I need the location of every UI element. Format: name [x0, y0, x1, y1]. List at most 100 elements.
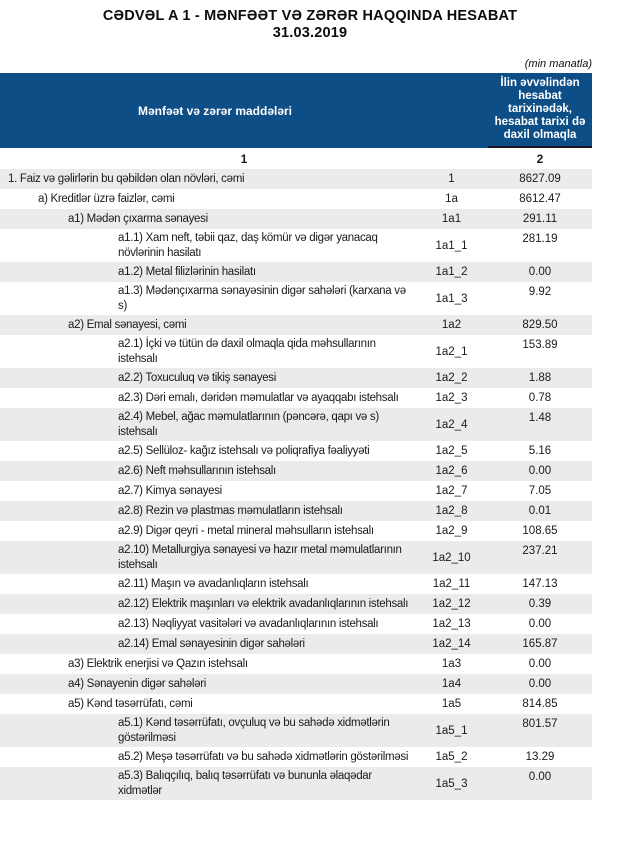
row-label: a) Kreditlər üzrə faizlər, cəmi [38, 192, 175, 205]
row-code: 1a2_10 [432, 551, 471, 564]
row-code: 1 [448, 173, 455, 185]
table-row: a2.8) Rezin və plastmas məmulatların ist… [0, 501, 592, 521]
report-title-line1: CƏDVƏL A 1 - MƏNFƏƏT VƏ ZƏRƏR HAQQINDA H… [102, 8, 518, 24]
table-row: a2.11) Maşın və avadanlıqların istehsalı… [0, 574, 592, 594]
row-code: 1a2_5 [435, 445, 468, 457]
row-label: a2.5) Sellüloz- kağız istehsalı və poliq… [118, 444, 370, 457]
table-row: a5.3) Balıqçılıq, balıq təsərrüfatı və b… [0, 767, 592, 800]
header-value-column: İlin əvvəlindən hesabat tarixinədək, hes… [488, 73, 592, 148]
table-row: a2.1) İçki və tütün də daxil olmaqla qid… [0, 335, 592, 368]
row-code: 1a4 [441, 678, 462, 690]
row-value: 1.48 [528, 412, 552, 424]
row-label: a2.10) Metallurgiya sənayesi və hazır me… [118, 544, 402, 571]
row-value: 291.11 [522, 213, 558, 225]
row-code: 1a2_13 [432, 618, 471, 630]
row-code: 1a3 [441, 658, 462, 670]
table-row: a2.10) Metallurgiya sənayesi və hazır me… [0, 541, 592, 574]
column-number-2: 2 [536, 151, 544, 166]
table-row: a2.14) Emal sənayesinin digər sahələri 1a… [0, 634, 592, 654]
row-code: 1a5_1 [435, 724, 468, 737]
report-page: CƏDVƏL A 1 - MƏNFƏƏT VƏ ZƏRƏR HAQQINDA H… [0, 0, 620, 800]
row-value: 147.13 [522, 578, 558, 590]
row-code: 1a2_8 [435, 505, 468, 517]
row-label: a2) Emal sənayesi, cəmi [68, 318, 187, 331]
row-label: a2.12) Elektrik maşınları və elektrik av… [118, 597, 409, 610]
row-code: 1a2_9 [435, 525, 468, 537]
row-label: a5.1) Kənd təsərrüfatı, ovçuluq və bu sa… [118, 717, 390, 744]
row-code: 1a2_4 [435, 418, 468, 431]
row-value: 0.00 [528, 658, 552, 670]
table-row: a2) Emal sənayesi, cəmi 1a2 829.50 [0, 315, 592, 335]
table-header-row: Mənfəət və zərər maddələri İlin əvvəlind… [0, 73, 592, 148]
row-label: a1.1) Xam neft, təbii qaz, daş kömür və … [118, 232, 378, 259]
row-value: 829.50 [522, 319, 558, 331]
row-label: a2.4) Mebel, ağac məmulatlarının (pəncər… [118, 411, 379, 438]
row-label: a2.3) Dəri emalı, dəridən məmulatlar və … [118, 391, 399, 404]
row-value: 0.01 [528, 505, 552, 517]
row-label: a5) Kənd təsərrüfatı, cəmi [68, 697, 193, 710]
table-row: a4) Sənayenin digər sahələri 1a4 0.00 [0, 674, 592, 694]
profit-loss-table: Mənfəət və zərər maddələri İlin əvvəlind… [0, 73, 592, 800]
row-code: 1a2_6 [435, 465, 468, 477]
table-row: a2.4) Mebel, ağac məmulatlarının (pəncər… [0, 408, 592, 441]
table-row: a3) Elektrik enerjisi və Qazın istehsalı… [0, 654, 592, 674]
row-value: 5.16 [528, 445, 552, 457]
table-row: a) Kreditlər üzrə faizlər, cəmi 1a 8612.47 [0, 189, 592, 209]
row-label: a4) Sənayenin digər sahələri [68, 677, 207, 690]
table-row: a1) Mədən çıxarma sənayesi 1a1 291.11 [0, 209, 592, 229]
row-label: a2.6) Neft məhsullarının istehsalı [118, 464, 276, 477]
table-row: a2.3) Dəri emalı, dəridən məmulatlar və … [0, 388, 592, 408]
table-row: a1.3) Mədənçıxarma sənayəsinin digər sah… [0, 282, 592, 315]
header-items-column: Mənfəət və zərər maddələri [137, 103, 293, 118]
row-code: 1a1_2 [435, 266, 468, 278]
row-label: 1. Faiz və gəlirlərin bu qəbildən olan n… [8, 172, 245, 185]
table-row: a2.12) Elektrik maşınları və elektrik av… [0, 594, 592, 614]
row-code: 1a5_2 [435, 751, 468, 763]
row-label: a5.3) Balıqçılıq, balıq təsərrüfatı və b… [118, 770, 372, 797]
row-code: 1a2_11 [432, 578, 471, 590]
row-value: 0.00 [528, 678, 552, 690]
table-body: 1. Faiz və gəlirlərin bu qəbildən olan n… [0, 169, 592, 800]
table-row: a1.1) Xam neft, təbii qaz, daş kömür və … [0, 229, 592, 262]
row-value: 1.88 [528, 372, 552, 384]
row-value: 801.57 [522, 718, 558, 730]
row-label: a2.14) Emal sənayesinin digər sahələri [118, 637, 305, 650]
row-label: a2.13) Nəqliyyat vasitələri və avadanlıq… [118, 617, 379, 630]
table-row: a2.6) Neft məhsullarının istehsalı 1a2_6 0… [0, 461, 592, 481]
row-code: 1a1 [441, 213, 462, 225]
page-title: CƏDVƏL A 1 - MƏNFƏƏT VƏ ZƏRƏR HAQQINDA H… [0, 0, 620, 42]
row-code: 1a [445, 193, 458, 205]
row-label: a3) Elektrik enerjisi və Qazın istehsalı [68, 657, 248, 670]
row-label: a2.1) İçki və tütün də daxil olmaqla qid… [118, 338, 376, 365]
table-row: a2.7) Kimya sənayesi 1a2_7 7.05 [0, 481, 592, 501]
row-label: a1.3) Mədənçıxarma sənayəsinin digər sah… [118, 285, 406, 312]
row-code: 1a2_14 [432, 638, 471, 650]
row-value: 7.05 [528, 485, 552, 497]
row-label: a2.9) Digər qeyri - metal mineral məhsul… [118, 524, 374, 537]
table-row: a1.2) Metal filizlərinin hasilatı 1a1_2 0.… [0, 262, 592, 282]
row-value: 814.85 [522, 698, 558, 710]
row-value: 0.00 [528, 465, 552, 477]
table-row: a2.13) Nəqliyyat vasitələri və avadanlıq… [0, 614, 592, 634]
row-code: 1a2 [441, 319, 462, 331]
row-value: 0.00 [528, 266, 552, 278]
row-value: 165.87 [522, 638, 558, 650]
report-title-date: 31.03.2019 [272, 25, 348, 41]
unit-note: (min manatla) [524, 58, 592, 70]
row-value: 9.92 [528, 286, 552, 298]
row-label: a5.2) Meşə təsərrüfatı və bu sahədə xidm… [118, 750, 409, 763]
row-label: a1.2) Metal filizlərinin hasilatı [118, 265, 256, 278]
row-code: 1a1_1 [435, 239, 468, 252]
row-code: 1a2_2 [435, 372, 468, 384]
column-number-1: 1 [240, 151, 248, 166]
row-label: a1) Mədən çıxarma sənayesi [68, 212, 208, 225]
row-code: 1a5_3 [435, 777, 468, 790]
row-value: 0.00 [528, 771, 552, 783]
row-code: 1a2_3 [435, 392, 468, 404]
row-code: 1a2_7 [435, 485, 468, 497]
table-row: a5.1) Kənd təsərrüfatı, ovçuluq və bu sa… [0, 714, 592, 747]
row-code: 1a2_1 [435, 345, 468, 358]
row-value: 237.21 [522, 545, 558, 557]
row-code: 1a5 [441, 698, 462, 710]
table-row: 1. Faiz və gəlirlərin bu qəbildən olan n… [0, 169, 592, 189]
